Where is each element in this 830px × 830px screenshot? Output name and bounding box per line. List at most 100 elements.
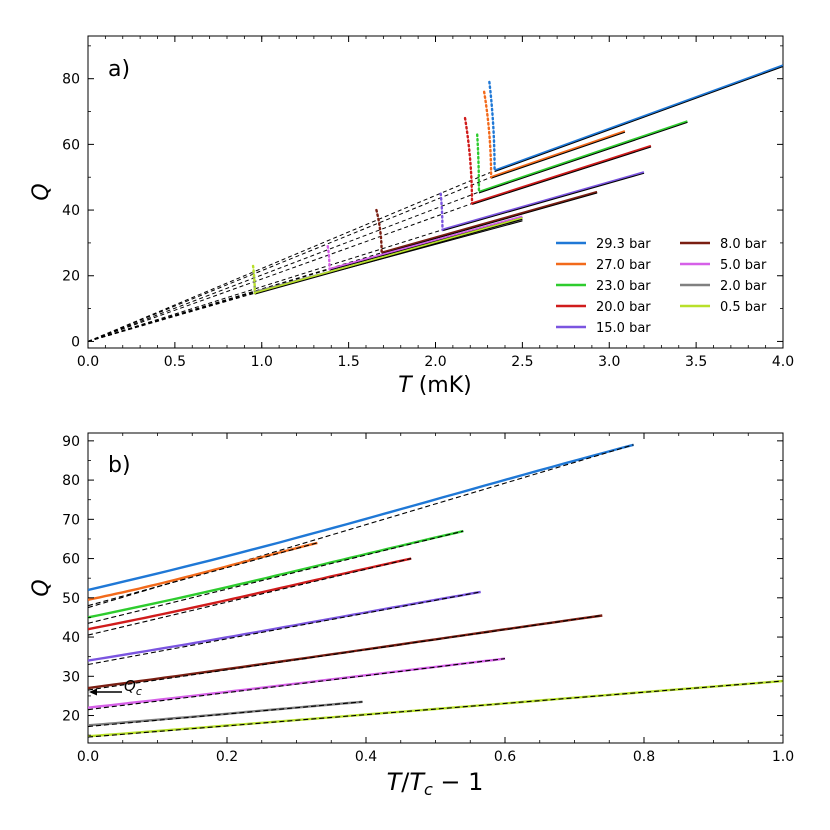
- panel-a-x-tick-label: 3.0: [598, 354, 620, 370]
- panel-a-x-tick-label: 2.0: [424, 354, 446, 370]
- panel-a-series-line: [494, 64, 783, 172]
- panel-a-x-tick-label: 2.5: [511, 354, 533, 370]
- panel-a-x-tick-label: 0.0: [77, 354, 99, 370]
- qc-arrow-head: [89, 688, 97, 696]
- panel-a-x-tick-label: 1.0: [251, 354, 273, 370]
- panel-a-transition-dots: [375, 208, 383, 254]
- panel-b-series-line: [88, 541, 318, 601]
- panel-b-x-axis-sub: c: [424, 780, 433, 799]
- panel-a-legend: 29.3 bar 27.0 bar 23.0 bar 20.0 bar 15.0 bar…: [556, 237, 767, 336]
- panel-b-x-axis-t: T: [387, 768, 404, 796]
- panel-a-plot-area: [88, 64, 783, 342]
- panel-b-y-tick-label: 50: [62, 591, 80, 607]
- panel-a-transition-dots: [251, 264, 256, 295]
- panel-b-y-tick-label: 80: [62, 473, 80, 489]
- panel-a-x-tick-label: 3.5: [685, 354, 707, 370]
- panel-b-fit-line: [88, 614, 603, 691]
- panel-a-x-tick-label: 1.5: [337, 354, 359, 370]
- panel-b-fit-line: [88, 444, 634, 609]
- panel-a-transition-dots: [326, 244, 331, 271]
- panel-a-transition-dots: [488, 80, 496, 172]
- panel-b-x-axis-slash: /: [401, 768, 410, 796]
- legend-label: 20.0 bar: [596, 300, 651, 315]
- panel-a-transition-dots: [476, 133, 481, 194]
- legend-label: 27.0 bar: [596, 258, 651, 273]
- panel-b-x-tick-label: 0.6: [494, 749, 516, 765]
- panel-b-fit-line: [88, 530, 464, 624]
- panel-a-y-tick-label: 60: [62, 137, 80, 153]
- legend-label: 29.3 bar: [596, 237, 651, 252]
- qc-label: Qc: [124, 677, 142, 698]
- panel-b-series-line: [88, 443, 634, 592]
- panel-a-transition-dots: [463, 116, 474, 205]
- panel-b-x-tick-label: 0.0: [77, 749, 99, 765]
- panel-a-fit-line: [478, 121, 688, 194]
- panel-a-y-tick-label: 40: [62, 203, 80, 219]
- panel-b-x-tick-label: 0.4: [355, 749, 377, 765]
- qc-label-sub: c: [136, 685, 142, 698]
- panel-b-x-tick-label: 0.8: [633, 749, 655, 765]
- panel-a-extrapolation-line: [88, 170, 495, 342]
- panel-a-x-axis-unit: (mK): [412, 373, 472, 398]
- panel-b-fit-line: [88, 658, 506, 711]
- panel-a-series-line: [254, 217, 523, 295]
- panel-b-x-axis-rest: − 1: [433, 768, 484, 796]
- panel-b-y-tick-label: 60: [62, 552, 80, 568]
- panel-a-series-line: [478, 120, 688, 194]
- panel-a-series-line: [442, 171, 645, 231]
- panel-a-x-tick-label: 4.0: [772, 354, 794, 370]
- panel-a-series-line: [329, 215, 523, 271]
- legend-label: 2.0 bar: [720, 279, 767, 294]
- panel-a-x-axis-symbol: T: [398, 373, 413, 398]
- panel-b-fit-line: [88, 680, 783, 738]
- panel-b-y-tick-label: 70: [62, 512, 80, 528]
- panel-a-extrapolation-line: [88, 176, 492, 342]
- panel-b-y-tick-label: 90: [62, 434, 80, 450]
- panel-a-x-axis-label: T (mK): [398, 373, 471, 398]
- panel-b-y-tick-label: 30: [62, 669, 80, 685]
- legend-label: 0.5 bar: [720, 300, 767, 315]
- panel-a-series-line: [381, 190, 598, 254]
- panel-a-extrapolation-line: [88, 203, 473, 342]
- panel-b-y-tick-label: 20: [62, 709, 80, 725]
- legend-label: 15.0 bar: [596, 321, 651, 336]
- panel-a-fit-line: [490, 131, 626, 179]
- panel-a-y-tick-label: 20: [62, 269, 80, 285]
- panel-b-x-tick-label: 1.0: [772, 749, 794, 765]
- qc-label-main: Q: [124, 677, 136, 695]
- panel-b-fit-line: [88, 701, 363, 728]
- panel-b-x-axis-tc: T: [409, 768, 426, 796]
- panel-a-series-line: [471, 144, 652, 205]
- panel-a-y-tick-label: 80: [62, 72, 80, 88]
- panel-a-series-line: [490, 130, 626, 179]
- panel-a-fit-line: [381, 192, 598, 255]
- panel-b-label: b): [108, 453, 131, 478]
- qc-annotation: Qc: [89, 677, 142, 698]
- panel-b-y-axis-label: Q: [29, 579, 54, 596]
- panel-b-x-axis-label: T/Tc − 1: [387, 768, 484, 799]
- legend-label: 8.0 bar: [720, 237, 767, 252]
- panel-a-fit-line: [471, 146, 652, 205]
- panel-a-label: a): [108, 57, 130, 82]
- panel-a-frame: [87, 35, 784, 349]
- panel-a-axes: 0.0 0.5 1.0 1.5 2.0 2.5 3.0 3.5 4.0 0 20 40 60 80: [62, 36, 794, 370]
- panel-a-extrapolation-line: [88, 292, 255, 342]
- panel-a-x-tick-label: 0.5: [164, 354, 186, 370]
- panel-a-transition-dots: [482, 90, 493, 179]
- panel-b-plot-area: [88, 443, 783, 738]
- panel-a-extrapolation-line: [88, 229, 443, 342]
- panel-a-fit-line: [494, 66, 783, 173]
- panel-a-y-tick-label: 0: [71, 334, 80, 350]
- panel-a-y-axis-label: Q: [29, 183, 54, 200]
- legend-label: 23.0 bar: [596, 279, 651, 294]
- panel-a-fit-line: [442, 172, 645, 232]
- panel-a-fit-line: [254, 218, 523, 295]
- panel-b-fit-line: [88, 558, 412, 636]
- panel-b-x-tick-label: 0.2: [216, 749, 238, 765]
- panel-b-series-line: [88, 529, 464, 619]
- panel-b-axes: 0.0 0.2 0.4 0.6 0.8 1.0 20 30 40 50 60 70 80 90: [62, 433, 794, 765]
- panel-b-fit-line: [88, 591, 481, 666]
